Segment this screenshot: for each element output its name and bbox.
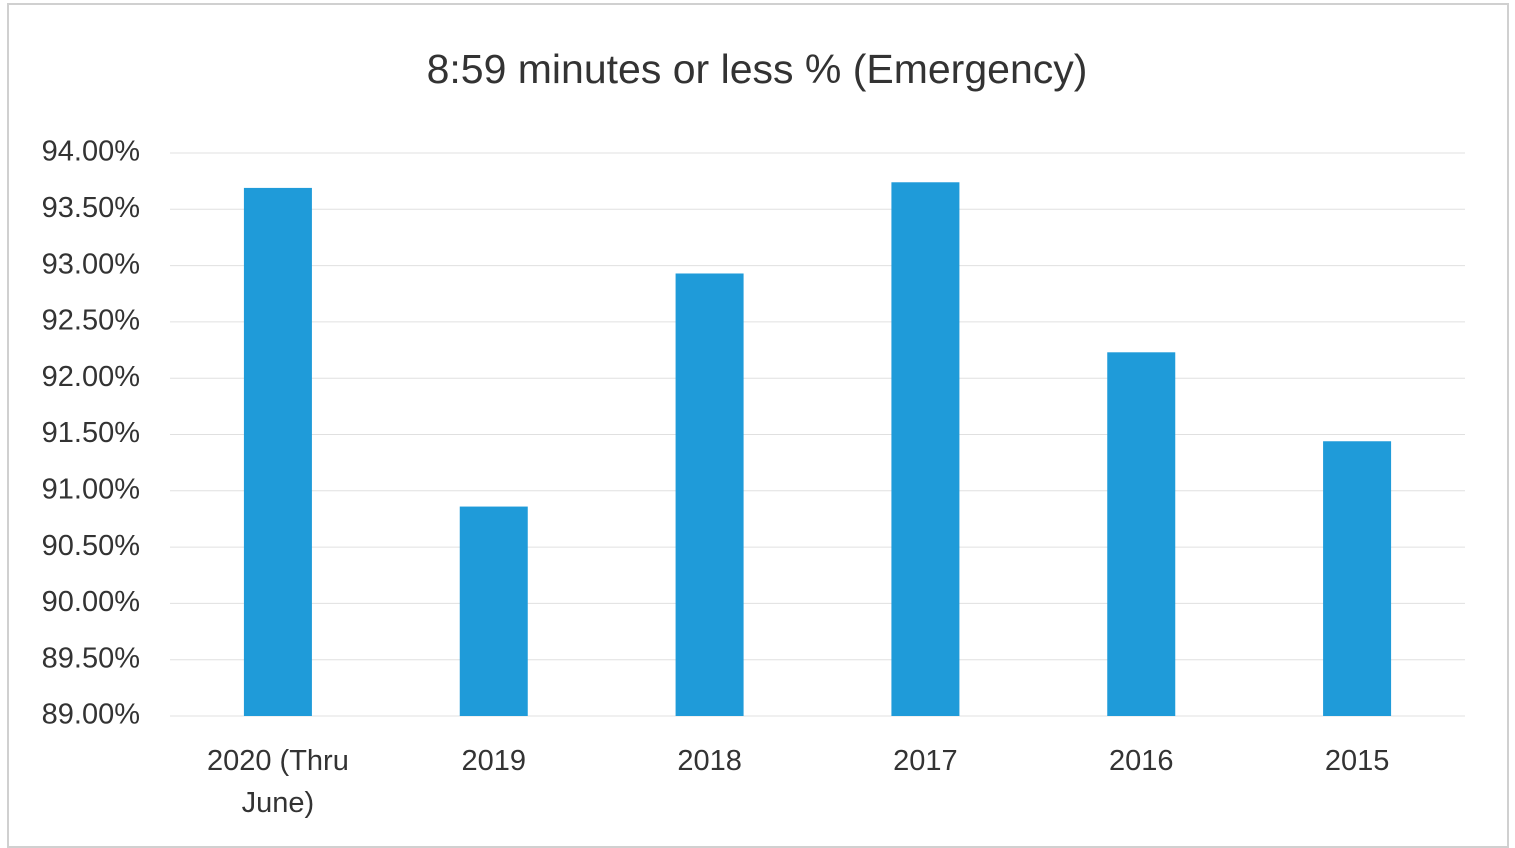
y-tick-label: 93.00%	[42, 248, 140, 280]
bar	[243, 187, 312, 716]
x-tick-label: 2015	[1324, 745, 1390, 777]
bar	[1323, 441, 1392, 716]
y-tick-label: 93.50%	[42, 192, 140, 224]
x-tick-label: 2019	[461, 745, 526, 777]
y-tick-label: 91.50%	[42, 417, 140, 449]
y-tick-label: 91.00%	[42, 473, 140, 505]
y-tick-label: 89.00%	[42, 699, 140, 731]
x-tick-label: 2017	[893, 745, 958, 777]
y-tick-label: 89.50%	[42, 642, 140, 674]
y-tick-label: 90.50%	[42, 530, 140, 562]
y-tick-label: 94.00%	[42, 136, 140, 168]
bar	[459, 506, 528, 716]
x-tick-label: 2016	[1108, 745, 1174, 777]
y-tick-label: 92.00%	[42, 361, 140, 393]
bar	[675, 273, 744, 716]
bar	[1107, 352, 1176, 716]
y-tick-label: 92.50%	[42, 305, 140, 337]
x-tick-label: 2020 (Thru June)	[206, 745, 349, 819]
chart-border	[7, 3, 1509, 848]
x-tick-label: 2018	[677, 745, 742, 777]
bar	[891, 182, 960, 716]
chart-title: 8:59 minutes or less % (Emergency)	[427, 46, 1088, 92]
y-tick-label: 90.00%	[42, 586, 140, 618]
